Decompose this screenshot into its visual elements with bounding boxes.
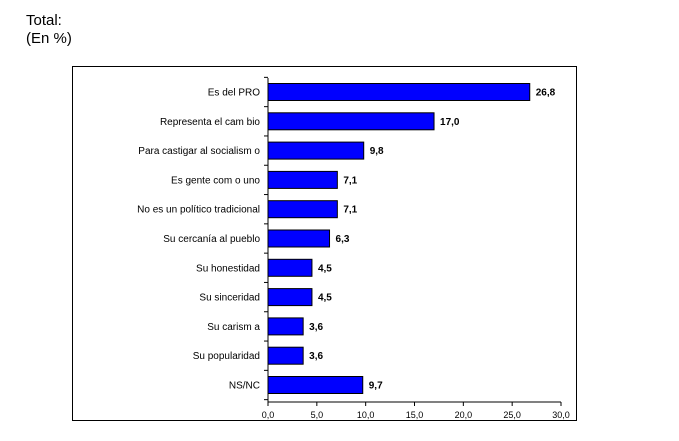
bar [267, 229, 331, 248]
x-tick-label: 10,0 [357, 410, 375, 420]
data-label: 9,7 [369, 381, 383, 392]
category-label: Es gente com o uno [171, 175, 260, 186]
x-tick-label: 5,0 [311, 410, 324, 420]
bar [267, 83, 531, 101]
x-tick-label: 25,0 [503, 410, 521, 420]
category-label: Su cercanía al pueblo [163, 234, 260, 245]
data-label: 4,5 [318, 293, 332, 304]
data-label: 17,0 [440, 117, 460, 128]
bar [267, 141, 365, 160]
data-label: 4,5 [318, 263, 332, 274]
category-label: Representa el cam bio [160, 117, 260, 128]
bar [267, 376, 364, 394]
data-label: 3,6 [309, 351, 323, 362]
x-tick-label: 20,0 [455, 410, 473, 420]
bar [267, 170, 338, 189]
data-label: 6,3 [336, 234, 350, 245]
bar [267, 258, 313, 277]
x-tick-label: 15,0 [406, 410, 424, 420]
x-tick-label: 0,0 [262, 410, 275, 420]
data-label: 7,1 [343, 175, 357, 186]
category-label: NS/NC [229, 381, 260, 392]
data-label: 3,6 [309, 322, 323, 333]
bar [267, 200, 338, 219]
chart-header-title: Total: [26, 12, 62, 29]
category-label: Su sinceridad [199, 293, 260, 304]
category-label: Es del PRO [208, 88, 260, 99]
category-label: Su popularidad [193, 351, 260, 362]
category-label: Su honestidad [196, 263, 260, 274]
bar [267, 112, 435, 131]
bar [267, 317, 304, 336]
data-label: 9,8 [370, 146, 384, 157]
bar [267, 346, 304, 365]
x-tick-label: 30,0 [552, 410, 570, 420]
bar [267, 288, 313, 307]
category-label: Para castigar al socialism o [138, 146, 260, 157]
category-label: No es un político tradicional [137, 205, 260, 216]
chart-header-subtitle: (En %) [26, 30, 72, 47]
chart-frame [72, 66, 577, 421]
category-label: Su carism a [207, 322, 260, 333]
data-label: 7,1 [343, 205, 357, 216]
data-label: 26,8 [536, 88, 556, 99]
